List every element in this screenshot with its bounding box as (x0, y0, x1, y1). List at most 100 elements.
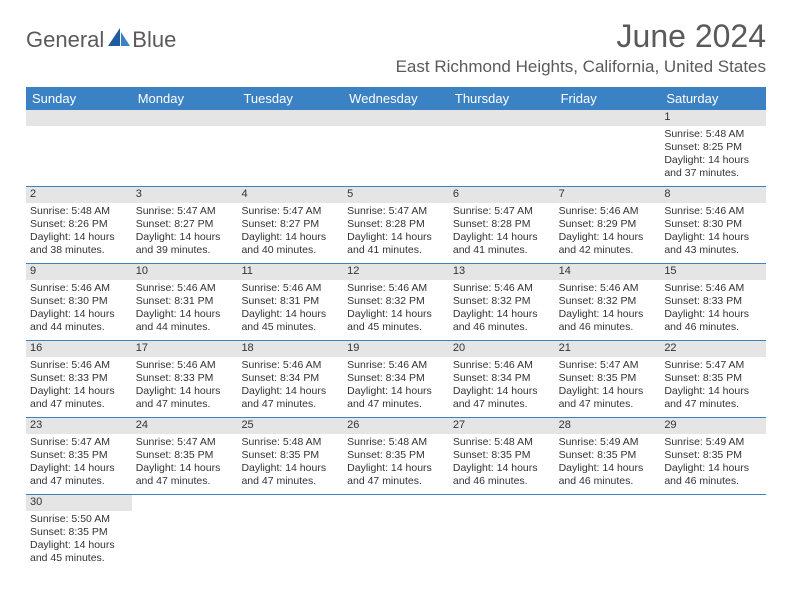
sunset-text: Sunset: 8:34 PM (453, 372, 551, 385)
sunrise-text: Sunrise: 5:46 AM (30, 282, 128, 295)
day-header-cell: Tuesday (237, 87, 343, 110)
day-cell: 26Sunrise: 5:48 AMSunset: 8:35 PMDayligh… (343, 418, 449, 494)
day-header-row: SundayMondayTuesdayWednesdayThursdayFrid… (26, 87, 766, 110)
day-number: 5 (343, 187, 449, 203)
day-number: 6 (449, 187, 555, 203)
weeks-container: 1Sunrise: 5:48 AMSunset: 8:25 PMDaylight… (26, 110, 766, 571)
daylight-text: Daylight: 14 hours and 47 minutes. (30, 385, 128, 411)
sunset-text: Sunset: 8:33 PM (30, 372, 128, 385)
day-number: 23 (26, 418, 132, 434)
day-cell: 8Sunrise: 5:46 AMSunset: 8:30 PMDaylight… (660, 187, 766, 263)
day-cell: 14 Sunrise: 5:46 AMSunset: 8:32 PMDayligh… (555, 264, 661, 340)
daylight-text: Daylight: 14 hours and 39 minutes. (136, 231, 234, 257)
daylight-text: Daylight: 14 hours and 47 minutes. (664, 385, 762, 411)
daylight-text: Daylight: 14 hours and 47 minutes. (453, 385, 551, 411)
day-header-cell: Thursday (449, 87, 555, 110)
sunrise-text: Sunrise: 5:47 AM (241, 205, 339, 218)
sunrise-text: Sunrise: 5:48 AM (347, 436, 445, 449)
daylight-text: Daylight: 14 hours and 46 minutes. (453, 308, 551, 334)
day-cell: 29Sunrise: 5:49 AMSunset: 8:35 PMDayligh… (660, 418, 766, 494)
day-cell: 21Sunrise: 5:47 AMSunset: 8:35 PMDayligh… (555, 341, 661, 417)
sunrise-text: Sunrise: 5:49 AM (559, 436, 657, 449)
sunset-text: Sunset: 8:33 PM (136, 372, 234, 385)
day-cell: 9Sunrise: 5:46 AMSunset: 8:30 PMDaylight… (26, 264, 132, 340)
empty-day-cell (555, 110, 661, 186)
title-block: June 2024 East Richmond Heights, Califor… (396, 18, 766, 77)
day-number: 29 (660, 418, 766, 434)
calendar-grid: SundayMondayTuesdayWednesdayThursdayFrid… (26, 87, 766, 571)
empty-day-cell (237, 110, 343, 186)
logo-text-general: General (26, 27, 104, 53)
sunrise-text: Sunrise: 5:49 AM (664, 436, 762, 449)
daylight-text: Daylight: 14 hours and 45 minutes. (347, 308, 445, 334)
day-number: 11 (237, 264, 343, 280)
sunrise-text: Sunrise: 5:46 AM (347, 282, 445, 295)
day-header-cell: Friday (555, 87, 661, 110)
day-number: 15 (660, 264, 766, 280)
daylight-text: Daylight: 14 hours and 46 minutes. (559, 308, 657, 334)
daylight-text: Daylight: 14 hours and 44 minutes. (30, 308, 128, 334)
day-cell: 15Sunrise: 5:46 AMSunset: 8:33 PMDayligh… (660, 264, 766, 340)
day-number: 14 (555, 264, 661, 280)
day-number: 3 (132, 187, 238, 203)
daylight-text: Daylight: 14 hours and 42 minutes. (559, 231, 657, 257)
daylight-text: Daylight: 14 hours and 45 minutes. (241, 308, 339, 334)
daylight-text: Daylight: 14 hours and 40 minutes. (241, 231, 339, 257)
daylight-text: Daylight: 14 hours and 37 minutes. (664, 154, 762, 180)
day-number: 17 (132, 341, 238, 357)
sunset-text: Sunset: 8:35 PM (559, 372, 657, 385)
sunrise-text: Sunrise: 5:47 AM (664, 359, 762, 372)
day-cell: 27Sunrise: 5:48 AMSunset: 8:35 PMDayligh… (449, 418, 555, 494)
sunrise-text: Sunrise: 5:46 AM (136, 359, 234, 372)
day-cell: 30 Sunrise: 5:50 AMSunset: 8:35 PMDayligh… (26, 495, 132, 571)
sunset-text: Sunset: 8:27 PM (136, 218, 234, 231)
day-cell: 13Sunrise: 5:46 AMSunset: 8:32 PMDayligh… (449, 264, 555, 340)
day-number: 21 (555, 341, 661, 357)
sunset-text: Sunset: 8:35 PM (347, 449, 445, 462)
day-number: 16 (26, 341, 132, 357)
week-row: 1Sunrise: 5:48 AMSunset: 8:25 PMDaylight… (26, 110, 766, 187)
sunset-text: Sunset: 8:32 PM (559, 295, 657, 308)
sunset-text: Sunset: 8:28 PM (453, 218, 551, 231)
day-number: 19 (343, 341, 449, 357)
empty-daynum (449, 110, 555, 126)
daylight-text: Daylight: 14 hours and 46 minutes. (664, 308, 762, 334)
sunset-text: Sunset: 8:28 PM (347, 218, 445, 231)
day-header-cell: Saturday (660, 87, 766, 110)
sunrise-text: Sunrise: 5:50 AM (30, 513, 128, 526)
sunset-text: Sunset: 8:30 PM (30, 295, 128, 308)
empty-day-cell (343, 495, 449, 571)
daylight-text: Daylight: 14 hours and 41 minutes. (453, 231, 551, 257)
daylight-text: Daylight: 14 hours and 47 minutes. (30, 462, 128, 488)
empty-daynum (237, 110, 343, 126)
day-number: 30 (26, 495, 132, 511)
sunset-text: Sunset: 8:34 PM (241, 372, 339, 385)
empty-day-cell (26, 110, 132, 186)
daylight-text: Daylight: 14 hours and 47 minutes. (136, 462, 234, 488)
sunrise-text: Sunrise: 5:46 AM (559, 282, 657, 295)
daylight-text: Daylight: 14 hours and 47 minutes. (136, 385, 234, 411)
logo: General Blue (26, 26, 176, 53)
sunrise-text: Sunrise: 5:46 AM (136, 282, 234, 295)
daylight-text: Daylight: 14 hours and 47 minutes. (347, 385, 445, 411)
sunrise-text: Sunrise: 5:46 AM (241, 282, 339, 295)
day-cell: 6Sunrise: 5:47 AMSunset: 8:28 PMDaylight… (449, 187, 555, 263)
day-cell: 16Sunrise: 5:46 AMSunset: 8:33 PMDayligh… (26, 341, 132, 417)
day-cell: 20Sunrise: 5:46 AMSunset: 8:34 PMDayligh… (449, 341, 555, 417)
day-number: 8 (660, 187, 766, 203)
sunset-text: Sunset: 8:27 PM (241, 218, 339, 231)
empty-day-cell (449, 495, 555, 571)
day-cell: 22Sunrise: 5:47 AMSunset: 8:35 PMDayligh… (660, 341, 766, 417)
sunset-text: Sunset: 8:35 PM (30, 526, 128, 539)
daylight-text: Daylight: 14 hours and 46 minutes. (664, 462, 762, 488)
empty-day-cell (343, 110, 449, 186)
day-cell: 2Sunrise: 5:48 AMSunset: 8:26 PMDaylight… (26, 187, 132, 263)
sunset-text: Sunset: 8:30 PM (664, 218, 762, 231)
day-cell: 19Sunrise: 5:46 AMSunset: 8:34 PMDayligh… (343, 341, 449, 417)
daylight-text: Daylight: 14 hours and 45 minutes. (30, 539, 128, 565)
logo-sail-icon (106, 26, 132, 53)
week-row: 23Sunrise: 5:47 AMSunset: 8:35 PMDayligh… (26, 418, 766, 495)
sunset-text: Sunset: 8:34 PM (347, 372, 445, 385)
day-number: 20 (449, 341, 555, 357)
month-title: June 2024 (396, 18, 766, 55)
